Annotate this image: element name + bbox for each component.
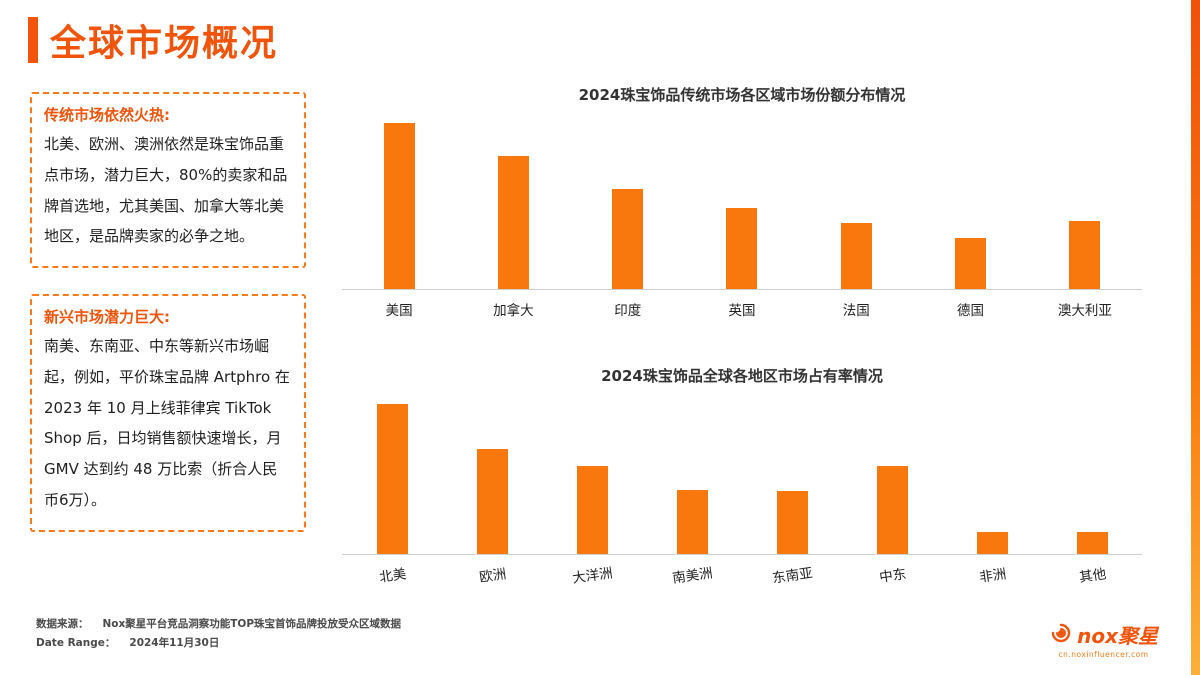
category-label: 欧洲	[477, 566, 507, 586]
bar-column	[342, 123, 456, 289]
source-label: 数据来源：	[36, 618, 89, 631]
bar-column	[542, 404, 642, 554]
date-range-value: 2024年11月30日	[129, 637, 220, 650]
category-label: 非洲	[977, 566, 1007, 586]
bar	[676, 489, 708, 554]
category-labels: 美国 加拿大 印度 英国 法国 德国 澳大利亚	[342, 299, 1142, 319]
source-line: 数据来源： Nox聚星平台竞品洞察功能TOP珠宝首饰品牌投放受众区域数据	[36, 615, 401, 634]
title-accent-bar	[28, 17, 38, 63]
bar	[876, 465, 908, 554]
chart-title: 2024珠宝饰品全球各地区市场占有率情况	[601, 367, 883, 385]
bar-column	[1028, 123, 1142, 289]
note-heading: 新兴市场潜力巨大:	[44, 308, 170, 326]
category-label: 大洋洲	[571, 565, 614, 587]
note-box-traditional-markets: 传统市场依然火热: 北美、欧洲、澳洲依然是珠宝饰品重点市场，潜力巨大，80%的卖…	[30, 92, 306, 268]
category-label: 法国	[842, 303, 870, 319]
bar-column	[342, 404, 442, 554]
bar-column	[642, 404, 742, 554]
bar-column	[442, 404, 542, 554]
right-edge-accent-bar	[1191, 0, 1200, 675]
charts-area: 2024珠宝饰品传统市场各区域市场份额分布情况 美国 加拿大 印度 英国 法国 德国 澳大利…	[342, 84, 1142, 587]
source-text: Nox聚星平台竞品洞察功能TOP珠宝首饰品牌投放受众区域数据	[102, 618, 402, 631]
category-label: 德国	[957, 303, 985, 319]
bar-column	[742, 404, 842, 554]
footer-source: 数据来源： Nox聚星平台竞品洞察功能TOP珠宝首饰品牌投放受众区域数据 Date…	[36, 615, 401, 653]
bar-column	[913, 123, 1027, 289]
category-label: 南美洲	[671, 565, 714, 587]
bar	[576, 465, 608, 554]
bar-column	[456, 123, 570, 289]
page-title: 全球市场概况	[50, 23, 279, 64]
logo-subtext: cn.noxinfluencer.com	[1058, 650, 1149, 659]
bar	[976, 531, 1008, 554]
bar-column	[842, 404, 942, 554]
category-label: 英国	[728, 303, 756, 319]
chart-global-region-share: 2024珠宝饰品全球各地区市场占有率情况 北美 欧洲 大洋洲 南美洲 东南亚 中东 非洲 其他	[342, 365, 1142, 587]
bar-plot	[342, 404, 1142, 555]
bar-column	[685, 123, 799, 289]
bar	[840, 222, 872, 289]
note-box-emerging-markets: 新兴市场潜力巨大: 南美、东南亚、中东等新兴市场崛起，例如，平价珠宝品牌 Art…	[30, 294, 306, 532]
category-label: 印度	[614, 303, 642, 319]
bar	[497, 156, 529, 289]
category-labels: 北美 欧洲 大洋洲 南美洲 东南亚 中东 非洲 其他	[342, 564, 1142, 587]
category-label: 东南亚	[771, 565, 814, 587]
bar-column	[571, 123, 685, 289]
bar	[1076, 531, 1108, 554]
date-range-label: Date Range：	[36, 637, 116, 650]
brand-logo: nox聚星 cn.noxinfluencer.com	[1049, 620, 1158, 659]
nox-logo-icon	[1049, 621, 1073, 649]
category-label: 加拿大	[493, 303, 534, 319]
bar-column	[1042, 404, 1142, 554]
bar-column	[799, 123, 913, 289]
category-label: 其他	[1077, 566, 1107, 586]
category-label: 北美	[377, 566, 407, 586]
bar	[955, 237, 987, 289]
bar	[726, 207, 758, 289]
logo-text: nox聚星	[1077, 624, 1158, 648]
category-label: 美国	[385, 303, 413, 319]
bar-plot	[342, 123, 1142, 290]
bar	[376, 404, 408, 554]
bar	[383, 123, 415, 289]
bar	[776, 491, 808, 554]
bar-column	[942, 404, 1042, 554]
note-body: 北美、欧洲、澳洲依然是珠宝饰品重点市场，潜力巨大，80%的卖家和品牌首选地，尤其…	[44, 135, 288, 246]
bar	[612, 189, 644, 289]
date-range-line: Date Range： 2024年11月30日	[36, 634, 401, 653]
note-body: 南美、东南亚、中东等新兴市场崛起，例如，平价珠宝品牌 Artphro 在 202…	[44, 337, 290, 509]
chart-traditional-market-share: 2024珠宝饰品传统市场各区域市场份额分布情况 美国 加拿大 印度 英国 法国 德国 澳大利…	[342, 84, 1142, 319]
category-label: 中东	[877, 566, 907, 586]
bar	[1069, 220, 1101, 289]
category-label: 澳大利亚	[1057, 303, 1112, 319]
page-header: 全球市场概况	[28, 14, 278, 66]
note-heading: 传统市场依然火热:	[44, 106, 170, 124]
sidebar-notes: 传统市场依然火热: 北美、欧洲、澳洲依然是珠宝饰品重点市场，潜力巨大，80%的卖…	[30, 92, 306, 532]
bar	[476, 449, 508, 554]
chart-title: 2024珠宝饰品传统市场各区域市场份额分布情况	[578, 86, 906, 104]
